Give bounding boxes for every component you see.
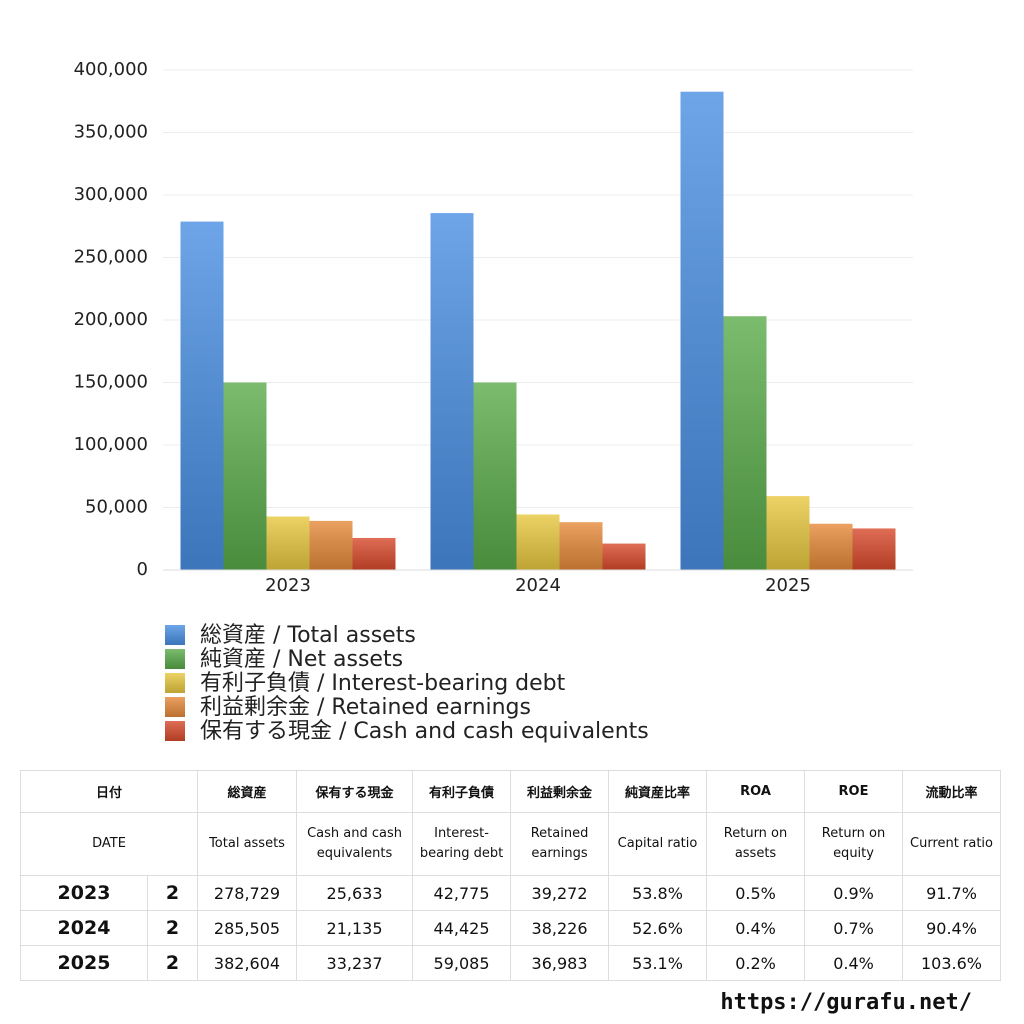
header-cell: ROA xyxy=(706,770,806,813)
header-cell: Current ratio xyxy=(902,812,1002,876)
header-cell: 流動比率 xyxy=(902,770,1002,813)
legend-label: 有利子負債 / Interest-bearing debt xyxy=(200,671,566,696)
legend-swatch-shade xyxy=(165,673,185,693)
table-cell: 25,633 xyxy=(296,875,414,911)
footer-url: https://gurafu.net/ xyxy=(720,990,972,1015)
bar-shade xyxy=(766,496,810,570)
legend-swatch-shade xyxy=(165,721,185,741)
table-cell: 52.6% xyxy=(608,910,708,946)
y-tick-label: 350,000 xyxy=(74,122,148,143)
table-cell: 90.4% xyxy=(902,910,1002,946)
header-cell: Retained earnings xyxy=(510,812,610,876)
chart: 0 50,000 100,000 150,000 200,000 250,000 300,0… xyxy=(74,59,913,744)
table-cell: 0.4% xyxy=(706,910,806,946)
table-cell: 0.4% xyxy=(804,945,904,981)
y-tick-label: 300,000 xyxy=(74,184,148,205)
header-cell: ROE xyxy=(804,770,904,813)
header-cell: Interest-bearing debt xyxy=(412,812,512,876)
y-tick-label: 200,000 xyxy=(74,309,148,330)
header-cell: 保有する現金 xyxy=(296,770,414,813)
table-cell: 44,425 xyxy=(412,910,512,946)
bar-shade xyxy=(223,382,267,570)
table-cell: 103.6% xyxy=(902,945,1002,981)
table-cell: 2024 xyxy=(20,910,148,946)
header-cell: 純資産比率 xyxy=(608,770,708,813)
legend-swatch-shade xyxy=(165,697,185,717)
table-cell: 36,983 xyxy=(510,945,610,981)
table-cell: 53.8% xyxy=(608,875,708,911)
header-cell: Total assets xyxy=(197,812,298,876)
bar-shade xyxy=(852,528,896,570)
table-cell: 0.9% xyxy=(804,875,904,911)
table-cell: 53.1% xyxy=(608,945,708,981)
y-tick-label: 250,000 xyxy=(74,247,148,268)
bar-shade xyxy=(809,523,853,570)
header-cell: 利益剰余金 xyxy=(510,770,610,813)
bar-shade xyxy=(680,91,724,571)
table-cell: 0.5% xyxy=(706,875,806,911)
table-row: 日付 総資産 保有する現金 有利子負債 利益剰余金 純資産比率 ROA ROE 流動比率 xyxy=(19,770,1002,813)
table-cell: 382,604 xyxy=(197,945,298,981)
table-row: DATE Total assets Cash and cash equivalent… xyxy=(19,812,1002,876)
table-cell: 2025 xyxy=(20,945,148,981)
bar-shade xyxy=(352,537,396,570)
header-cell: 総資産 xyxy=(197,770,298,813)
y-tick-label: 150,000 xyxy=(74,372,148,393)
bar-shade xyxy=(516,514,560,570)
x-tick-label: 2023 xyxy=(265,575,311,596)
legend-label: 保有する現金 / Cash and cash equivalents xyxy=(200,719,649,744)
table-cell: 2 xyxy=(146,945,199,981)
table-cell: 0.7% xyxy=(804,910,904,946)
table-cell: 38,226 xyxy=(510,910,610,946)
bar-shade xyxy=(430,213,474,570)
table-cell: 91.7% xyxy=(902,875,1002,911)
header-cell: Return on assets xyxy=(706,812,806,876)
bar-shade xyxy=(723,316,767,570)
bar-shade xyxy=(473,382,517,570)
table-cell: 2 xyxy=(146,875,199,911)
y-tick-label: 400,000 xyxy=(74,59,148,80)
header-cell: 日付 xyxy=(19,770,199,813)
data-table: 日付 総資産 保有する現金 有利子負債 利益剰余金 純資産比率 ROA ROE 流動比率 DATE… xyxy=(19,770,1002,981)
table-row: 2023 2 278,729 25,633 42,775 39,272 53.8% 0.5% 0… xyxy=(20,875,1002,911)
table-row: 2024 2 285,505 21,135 44,425 38,226 52.6% 0.4% 0… xyxy=(20,910,1002,946)
table-cell: 21,135 xyxy=(296,910,414,946)
y-tick-label: 0 xyxy=(137,559,148,580)
legend-label: 利益剰余金 / Retained earnings xyxy=(200,695,531,720)
legend-swatch-shade xyxy=(165,625,185,645)
table-cell: 33,237 xyxy=(296,945,414,981)
legend-swatch-shade xyxy=(165,649,185,669)
bar-shade xyxy=(602,543,646,570)
table-cell: 59,085 xyxy=(412,945,512,981)
header-cell: Return on equity xyxy=(804,812,904,876)
table-cell: 2023 xyxy=(20,875,148,911)
x-tick-label: 2024 xyxy=(515,575,561,596)
header-cell: Capital ratio xyxy=(608,812,708,876)
bar-shade xyxy=(180,221,224,570)
table-cell: 39,272 xyxy=(510,875,610,911)
table-cell: 285,505 xyxy=(197,910,298,946)
table-cell: 0.2% xyxy=(706,945,806,981)
y-tick-label: 100,000 xyxy=(74,434,148,455)
table-cell: 2 xyxy=(146,910,199,946)
bar-shade xyxy=(266,516,310,570)
legend-label: 純資産 / Net assets xyxy=(200,647,403,672)
table-cell: 42,775 xyxy=(412,875,512,911)
bar-shade xyxy=(309,520,353,570)
header-cell: DATE xyxy=(19,812,199,876)
x-tick-label: 2025 xyxy=(765,575,811,596)
y-tick-label: 50,000 xyxy=(85,497,148,518)
table-cell: 278,729 xyxy=(197,875,298,911)
header-cell: 有利子負債 xyxy=(412,770,512,813)
table-row: 2025 2 382,604 33,237 59,085 36,983 53.1% 0.2% 0… xyxy=(20,945,1002,981)
legend-label: 総資産 / Total assets xyxy=(200,623,416,648)
bar-shade xyxy=(559,522,603,570)
header-cell: Cash and cash equivalents xyxy=(296,812,414,876)
